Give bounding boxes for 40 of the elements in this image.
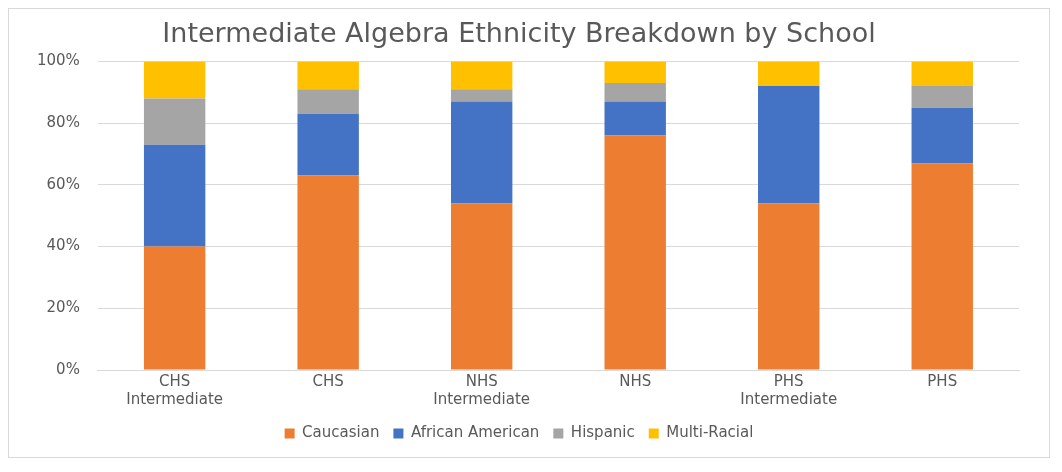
bar [143,246,206,370]
bar [604,83,666,102]
y-tick-label: 20% [46,298,80,317]
bar [297,61,359,90]
bar [758,61,820,87]
bar [911,86,973,108]
bar [450,61,513,90]
bar [143,61,206,99]
x-tick-label: CHS [312,371,344,390]
bar [450,203,513,370]
x-tick-label: PHS [927,371,958,390]
bar [911,61,973,87]
bar [450,89,513,102]
bar [297,113,359,176]
y-tick-label: 100% [36,51,80,70]
y-tick-label: 0% [56,359,80,378]
x-tick-label: CHS Intermediate [126,371,224,408]
legend-label: Hispanic [570,423,635,442]
bar [297,175,359,370]
legend-label: African American [410,423,540,442]
bar [143,98,206,145]
legend-label: Multi-Racial [666,423,754,442]
y-tick-label: 60% [46,174,80,193]
x-tick-label: NHS Intermediate [433,371,531,408]
bar [911,107,973,164]
y-tick-label: 80% [46,113,80,132]
bar [143,144,206,247]
chart-title: Intermediate Algebra Ethnicity Breakdown by School [162,17,876,49]
bar [604,61,666,83]
bar [758,86,820,204]
bar [604,135,666,370]
bar [450,101,513,204]
bar [911,163,973,370]
y-tick-label: 40% [46,236,80,255]
bar [604,101,666,136]
bar [297,89,359,114]
x-tick-label: PHS Intermediate [740,371,838,408]
x-tick-label: NHS [619,371,652,390]
legend-label: Caucasian [302,423,380,442]
bar [758,203,820,370]
